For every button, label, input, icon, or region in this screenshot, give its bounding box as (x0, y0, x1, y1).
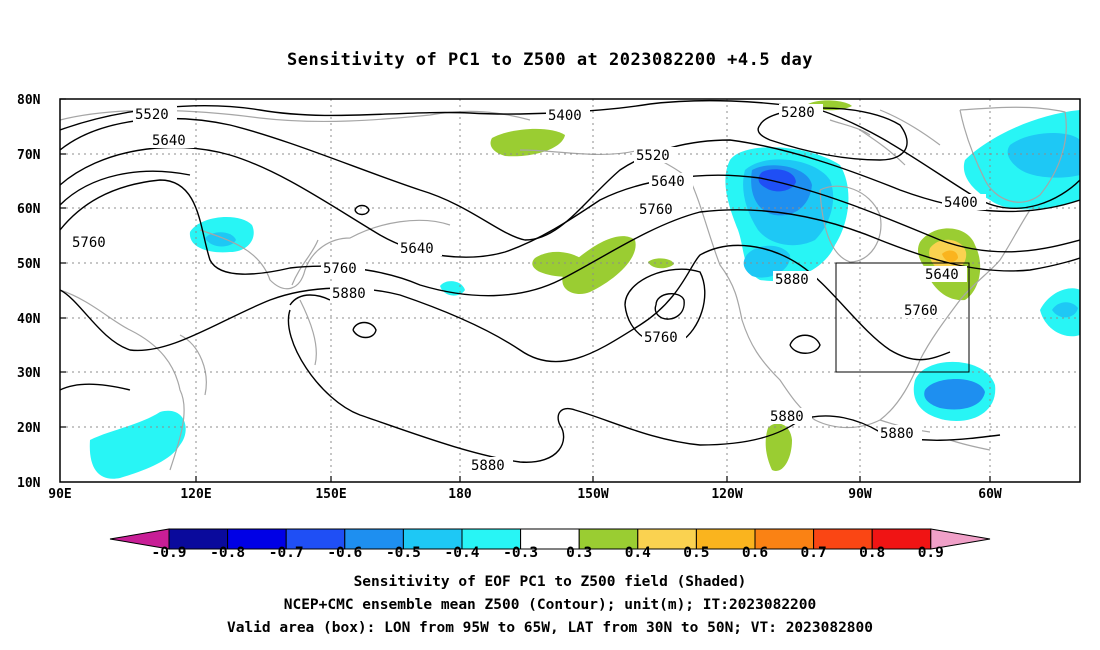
colorbar-labels: -0.9 -0.8 -0.7 -0.6 -0.5 -0.4 -0.3 0.3 0… (152, 545, 944, 561)
contour-label-5520: 5520 (636, 148, 670, 164)
contour-labels: 5520 5640 5400 5280 5520 5640 5760 5760 … (70, 104, 986, 474)
negative-area-south-china (89, 410, 186, 479)
contour-high-small-2 (789, 334, 821, 354)
contour-label-5880: 5880 (775, 272, 809, 288)
contour-high-small-1 (352, 321, 377, 339)
contour-5880-b (60, 294, 331, 391)
coastline-japan (291, 239, 319, 366)
contour-label-5640: 5640 (400, 241, 434, 257)
contour-5280 (757, 107, 908, 161)
colorbar-label: 0.3 (566, 545, 592, 561)
lat-label-80n: 80N (17, 93, 41, 108)
lon-label-120w: 120W (711, 487, 742, 502)
lon-label-150e: 150E (315, 487, 346, 502)
positive-area-bering (490, 128, 565, 157)
positive-area-mexico (765, 423, 792, 471)
contour-label-5640: 5640 (651, 174, 685, 190)
map-title: Sensitivity of PC1 to Z500 at 2023082200… (286, 50, 813, 70)
lat-label-20n: 20N (17, 421, 41, 436)
plot-frame (59, 98, 1081, 483)
contour-5640-b (60, 170, 191, 206)
contour-label-5400: 5400 (944, 195, 978, 211)
contour-label-5760: 5760 (72, 235, 106, 251)
coastline-arctic-islands (829, 109, 941, 166)
lat-label-10n: 10N (17, 476, 41, 491)
contour-label-5880: 5880 (880, 426, 914, 442)
colorbar-label: -0.5 (386, 545, 421, 561)
coastline-hudson (819, 185, 882, 263)
coastline-alaska (519, 149, 1031, 429)
contour-label-5760: 5760 (904, 303, 938, 319)
colorbar-label: -0.3 (503, 545, 538, 561)
lon-label-180: 180 (448, 487, 472, 502)
contour-label-5760: 5760 (639, 202, 673, 218)
lon-label-60w: 60W (978, 487, 1002, 502)
negative-area-greenland-core (1007, 133, 1080, 178)
colorbar-label: 0.5 (683, 545, 709, 561)
colorbar-label: -0.7 (269, 545, 304, 561)
lat-label-40n: 40N (17, 312, 41, 327)
contour-5640-a (60, 146, 1080, 258)
lon-label-120e: 120E (180, 487, 211, 502)
contour-label-5280: 5280 (781, 105, 815, 121)
negative-area-canada-core (758, 169, 796, 192)
contour-label-5760: 5760 (323, 261, 357, 277)
negative-area-nw-pacific-core (205, 232, 236, 247)
contour-5760-low-pacific-inner (654, 293, 685, 320)
colorbar-end-high (930, 528, 991, 550)
contour-5880-a (60, 244, 951, 363)
negative-area-atlantic-core (1052, 302, 1078, 318)
colorbar-label: 0.7 (800, 545, 826, 561)
contour-label-5640: 5640 (925, 267, 959, 283)
lon-label-90e: 90E (48, 487, 71, 502)
contour-low-small (354, 204, 370, 216)
colorbar-label: -0.8 (210, 545, 245, 561)
colorbar-label: -0.4 (445, 545, 480, 561)
lat-label-70n: 70N (17, 148, 41, 163)
contour-label-5520: 5520 (135, 107, 169, 123)
contour-label-5880: 5880 (471, 458, 505, 474)
colorbar (109, 528, 991, 550)
contour-5760-a (60, 179, 1080, 297)
colorbar-label: 0.4 (625, 545, 651, 561)
contour-label-5400: 5400 (548, 108, 582, 124)
contour-label-5760: 5760 (644, 330, 678, 346)
contour-label-5640: 5640 (152, 133, 186, 149)
coastlines (60, 106, 1067, 471)
colorbar-label: -0.6 (327, 545, 362, 561)
colorbar-label: 0.6 (742, 545, 768, 561)
colorbar-label: 0.9 (918, 545, 944, 561)
lat-label-60n: 60N (17, 202, 41, 217)
positive-area-east-canada-core (942, 250, 958, 263)
colorbar-label: 0.8 (859, 545, 885, 561)
lon-label-150w: 150W (577, 487, 608, 502)
colorbar-label: -0.9 (152, 545, 187, 561)
footer-line-3: Valid area (box): LON from 95W to 65W, L… (226, 620, 873, 636)
sensitivity-shading (89, 100, 1080, 479)
lat-label-30n: 30N (17, 366, 41, 381)
contour-label-5880: 5880 (770, 409, 804, 425)
coastline-greenland (959, 106, 1067, 203)
axis-labels: 80N 70N 60N 50N 40N 30N 20N 10N 90E 120E… (17, 93, 1002, 502)
contour-5880-c (287, 309, 801, 463)
footer-line-2: NCEP+CMC ensemble mean Z500 (Contour); u… (283, 597, 817, 613)
contour-5400 (60, 99, 1080, 209)
positive-area-pacific-2 (562, 236, 636, 294)
footer-line-1: Sensitivity of EOF PC1 to Z500 field (Sh… (353, 574, 747, 590)
axis-ticks (60, 98, 991, 482)
lat-label-50n: 50N (17, 257, 41, 272)
lon-label-90w: 90W (848, 487, 872, 502)
valid-area-box (835, 262, 970, 373)
negative-area-subtropics-core (924, 378, 985, 410)
contour-label-5880: 5880 (332, 286, 366, 302)
